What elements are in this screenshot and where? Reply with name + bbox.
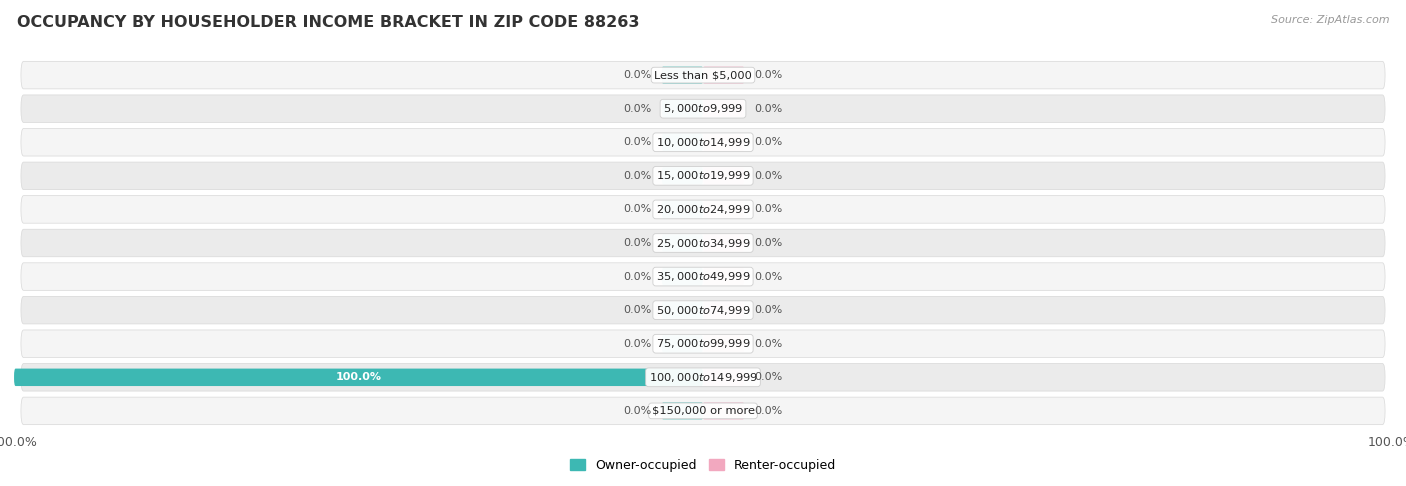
FancyBboxPatch shape xyxy=(21,162,1385,190)
Text: 0.0%: 0.0% xyxy=(623,104,651,114)
Text: $25,000 to $34,999: $25,000 to $34,999 xyxy=(655,237,751,249)
Text: 0.0%: 0.0% xyxy=(755,238,783,248)
Text: $15,000 to $19,999: $15,000 to $19,999 xyxy=(655,169,751,182)
Text: 0.0%: 0.0% xyxy=(755,272,783,281)
Text: $100,000 to $149,999: $100,000 to $149,999 xyxy=(648,371,758,384)
Text: $75,000 to $99,999: $75,000 to $99,999 xyxy=(655,337,751,350)
Text: 0.0%: 0.0% xyxy=(755,171,783,181)
FancyBboxPatch shape xyxy=(662,201,703,218)
Text: 0.0%: 0.0% xyxy=(623,137,651,147)
FancyBboxPatch shape xyxy=(662,67,703,84)
Text: 0.0%: 0.0% xyxy=(755,104,783,114)
FancyBboxPatch shape xyxy=(662,134,703,151)
Text: $35,000 to $49,999: $35,000 to $49,999 xyxy=(655,270,751,283)
FancyBboxPatch shape xyxy=(21,128,1385,156)
Text: $50,000 to $74,999: $50,000 to $74,999 xyxy=(655,304,751,317)
FancyBboxPatch shape xyxy=(21,229,1385,257)
FancyBboxPatch shape xyxy=(703,134,744,151)
Text: $20,000 to $24,999: $20,000 to $24,999 xyxy=(655,203,751,216)
Text: 0.0%: 0.0% xyxy=(623,406,651,416)
FancyBboxPatch shape xyxy=(21,364,1385,391)
Text: 0.0%: 0.0% xyxy=(623,339,651,349)
Text: 0.0%: 0.0% xyxy=(623,171,651,181)
FancyBboxPatch shape xyxy=(662,167,703,185)
Text: 0.0%: 0.0% xyxy=(623,70,651,80)
FancyBboxPatch shape xyxy=(662,335,703,352)
Text: 0.0%: 0.0% xyxy=(755,305,783,315)
Text: 0.0%: 0.0% xyxy=(755,205,783,214)
FancyBboxPatch shape xyxy=(703,301,744,319)
Text: $5,000 to $9,999: $5,000 to $9,999 xyxy=(664,102,742,115)
Text: 0.0%: 0.0% xyxy=(623,205,651,214)
Text: 100.0%: 100.0% xyxy=(336,372,381,382)
FancyBboxPatch shape xyxy=(662,402,703,419)
FancyBboxPatch shape xyxy=(703,402,744,419)
Text: 0.0%: 0.0% xyxy=(755,137,783,147)
FancyBboxPatch shape xyxy=(703,201,744,218)
FancyBboxPatch shape xyxy=(21,397,1385,425)
FancyBboxPatch shape xyxy=(21,263,1385,290)
FancyBboxPatch shape xyxy=(703,67,744,84)
Text: 0.0%: 0.0% xyxy=(755,339,783,349)
Text: Less than $5,000: Less than $5,000 xyxy=(654,70,752,80)
FancyBboxPatch shape xyxy=(662,268,703,285)
Text: 0.0%: 0.0% xyxy=(623,272,651,281)
FancyBboxPatch shape xyxy=(703,234,744,252)
FancyBboxPatch shape xyxy=(703,268,744,285)
FancyBboxPatch shape xyxy=(662,301,703,319)
Text: 0.0%: 0.0% xyxy=(755,372,783,382)
FancyBboxPatch shape xyxy=(21,196,1385,223)
Text: 0.0%: 0.0% xyxy=(755,406,783,416)
Text: 0.0%: 0.0% xyxy=(623,305,651,315)
Text: 0.0%: 0.0% xyxy=(755,70,783,80)
FancyBboxPatch shape xyxy=(14,368,703,386)
Text: $150,000 or more: $150,000 or more xyxy=(651,406,755,416)
FancyBboxPatch shape xyxy=(703,368,744,386)
FancyBboxPatch shape xyxy=(662,234,703,252)
FancyBboxPatch shape xyxy=(21,95,1385,122)
FancyBboxPatch shape xyxy=(703,100,744,118)
Text: OCCUPANCY BY HOUSEHOLDER INCOME BRACKET IN ZIP CODE 88263: OCCUPANCY BY HOUSEHOLDER INCOME BRACKET … xyxy=(17,15,640,30)
FancyBboxPatch shape xyxy=(703,167,744,185)
Text: $10,000 to $14,999: $10,000 to $14,999 xyxy=(655,136,751,149)
FancyBboxPatch shape xyxy=(21,330,1385,358)
Legend: Owner-occupied, Renter-occupied: Owner-occupied, Renter-occupied xyxy=(565,454,841,477)
FancyBboxPatch shape xyxy=(662,100,703,118)
FancyBboxPatch shape xyxy=(21,61,1385,89)
Text: 0.0%: 0.0% xyxy=(623,238,651,248)
FancyBboxPatch shape xyxy=(703,335,744,352)
Text: Source: ZipAtlas.com: Source: ZipAtlas.com xyxy=(1271,15,1389,25)
FancyBboxPatch shape xyxy=(21,296,1385,324)
